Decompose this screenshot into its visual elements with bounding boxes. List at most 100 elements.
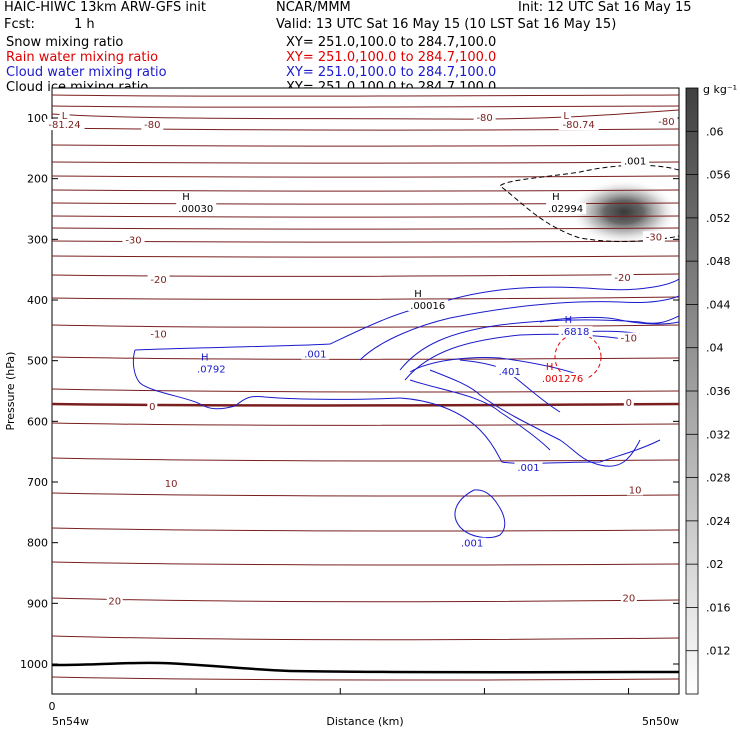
extremum-value: .00016 <box>410 301 445 312</box>
isotherm-label-bg <box>122 234 145 246</box>
cloud-water-label: .001 <box>461 539 483 550</box>
isotherm-label-bg <box>59 109 70 121</box>
isotherm-label-bg <box>558 119 599 131</box>
isotherm-label-bg <box>106 595 123 607</box>
isotherm-label-bg <box>623 396 634 408</box>
header-fcst-label: Fcst: <box>4 17 35 32</box>
y-tick-label: 900 <box>27 597 48 610</box>
isotherm-label-bg <box>617 332 640 344</box>
extremum-value-bg <box>546 202 587 214</box>
extremum-value: .6818 <box>561 327 590 338</box>
colorbar-label: .04 <box>706 342 724 355</box>
isotherm-label-bg <box>611 271 634 283</box>
snow-label: .001 <box>624 156 646 167</box>
extremum-mark: H <box>552 192 560 203</box>
isotherm-label-bg <box>141 119 164 131</box>
cloud-water-label: .001 <box>304 349 326 360</box>
isotherm-lines <box>52 94 679 681</box>
isotherm-label: -30 <box>125 235 141 246</box>
extremum-value: .001276 <box>542 374 583 385</box>
isotherm-label: -20 <box>614 273 630 284</box>
header-title: HAIC-HIWC 13km ARW-GFS init <box>4 0 206 15</box>
extremum-value-bg <box>558 326 593 338</box>
colorbar-unit: g kg⁻¹ <box>703 83 737 96</box>
extremum-value: .00030 <box>178 204 213 215</box>
isotherm-label-bg <box>561 109 572 121</box>
extremum-mark: H <box>414 289 422 300</box>
extremum-value-bg <box>539 372 586 384</box>
header-valid: Valid: 13 UTC Sat 16 May 15 (10 LST Sat … <box>276 17 617 32</box>
cloud-water-label-bg <box>514 461 543 473</box>
isotherm-label: -80 <box>144 120 160 131</box>
isotherm-label: 10 <box>165 479 178 490</box>
isotherm-label: 0 <box>149 402 155 413</box>
snow-contour <box>499 164 679 243</box>
cloud-water-label: .001 <box>517 463 539 474</box>
colorbar-label: .036 <box>706 385 731 398</box>
isotherm-label: 10 <box>629 485 642 496</box>
isotherm-label-bg <box>44 119 85 131</box>
field-snow-name: Snow mixing ratio <box>6 35 124 50</box>
isotherm-label: -80 <box>476 113 492 124</box>
snow-label-bg <box>621 155 650 167</box>
colorbar-label: .012 <box>706 645 731 658</box>
isotherm-label-bg <box>147 401 158 413</box>
y-tick-label: 1000 <box>20 658 48 671</box>
extremum-mark: H <box>565 315 573 326</box>
extremum-value-bg <box>195 363 230 375</box>
x-left-label: 5n54w <box>52 715 89 728</box>
extremum-mark: H <box>182 192 190 203</box>
field-cloudwater-name: Cloud water mixing ratio <box>6 65 167 80</box>
colorbar-label: .028 <box>706 472 731 485</box>
colorbar-label: .06 <box>706 125 724 138</box>
isotherm-label: 20 <box>108 596 121 607</box>
x-axis-title: Distance (km) <box>326 715 403 728</box>
header-fcst-value: 1 h <box>74 17 95 32</box>
cloud-water-label-bg <box>495 365 524 377</box>
isotherm-label-bg <box>627 484 644 496</box>
terrain-line <box>52 661 679 674</box>
cloud-water-label: .401 <box>499 367 521 378</box>
isotherm-label: -80 <box>658 117 674 128</box>
x-zero-label: 0 <box>49 700 56 713</box>
header-source: NCAR/MMM <box>276 0 351 15</box>
isotherm-label: -80.74 <box>563 120 595 131</box>
isotherm-label: -30 <box>646 232 662 243</box>
field-snow-xy: XY= 251.0,100.0 to 284.7,100.0 <box>286 35 497 50</box>
field-rain-xy: XY= 251.0,100.0 to 284.7,100.0 <box>286 50 497 65</box>
y-tick-label: 800 <box>27 537 48 550</box>
x-right-label: 5n50w <box>642 715 679 728</box>
y-tick-label: 300 <box>27 233 48 246</box>
field-rain-name: Rain water mixing ratio <box>6 50 159 65</box>
isotherm-label: 20 <box>622 593 635 604</box>
isotherm-label-bg <box>642 231 665 243</box>
isotherm-label: 0 <box>626 398 632 409</box>
y-axis-title: Pressure (hPa) <box>4 352 17 431</box>
extremum-value-bg <box>176 202 217 214</box>
y-tick-label: 600 <box>27 415 48 428</box>
cloud-water-label-bg <box>301 348 330 360</box>
field-cloudwater-xy: XY= 251.0,100.0 to 284.7,100.0 <box>286 65 497 80</box>
cloud-water-label-bg <box>458 537 487 549</box>
extremum-value: .02994 <box>548 204 583 215</box>
isotherm-label-bg <box>655 116 678 128</box>
colorbar-label: .032 <box>706 428 731 441</box>
isotherm-label-bg <box>473 111 496 123</box>
extremum-mark: H <box>546 362 554 373</box>
y-tick-label: 100 <box>27 112 48 125</box>
colorbar-label: .044 <box>706 298 731 311</box>
y-tick-label: 200 <box>27 173 48 186</box>
y-tick-label: 400 <box>27 294 48 307</box>
colorbar-label: .056 <box>706 169 731 182</box>
freezing-level-line <box>52 402 679 407</box>
isotherm-label: -10 <box>621 334 637 345</box>
isotherm-label: -10 <box>150 329 166 340</box>
header-init: Init: 12 UTC Sat 16 May 15 <box>518 0 692 15</box>
y-tick-label: 700 <box>27 476 48 489</box>
isotherm-label-bg <box>620 592 637 604</box>
extremum-value-bg <box>408 300 449 312</box>
extremum-value: .0792 <box>197 365 226 376</box>
isotherm-label: -20 <box>150 275 166 286</box>
isotherm-label-bg <box>147 328 170 340</box>
